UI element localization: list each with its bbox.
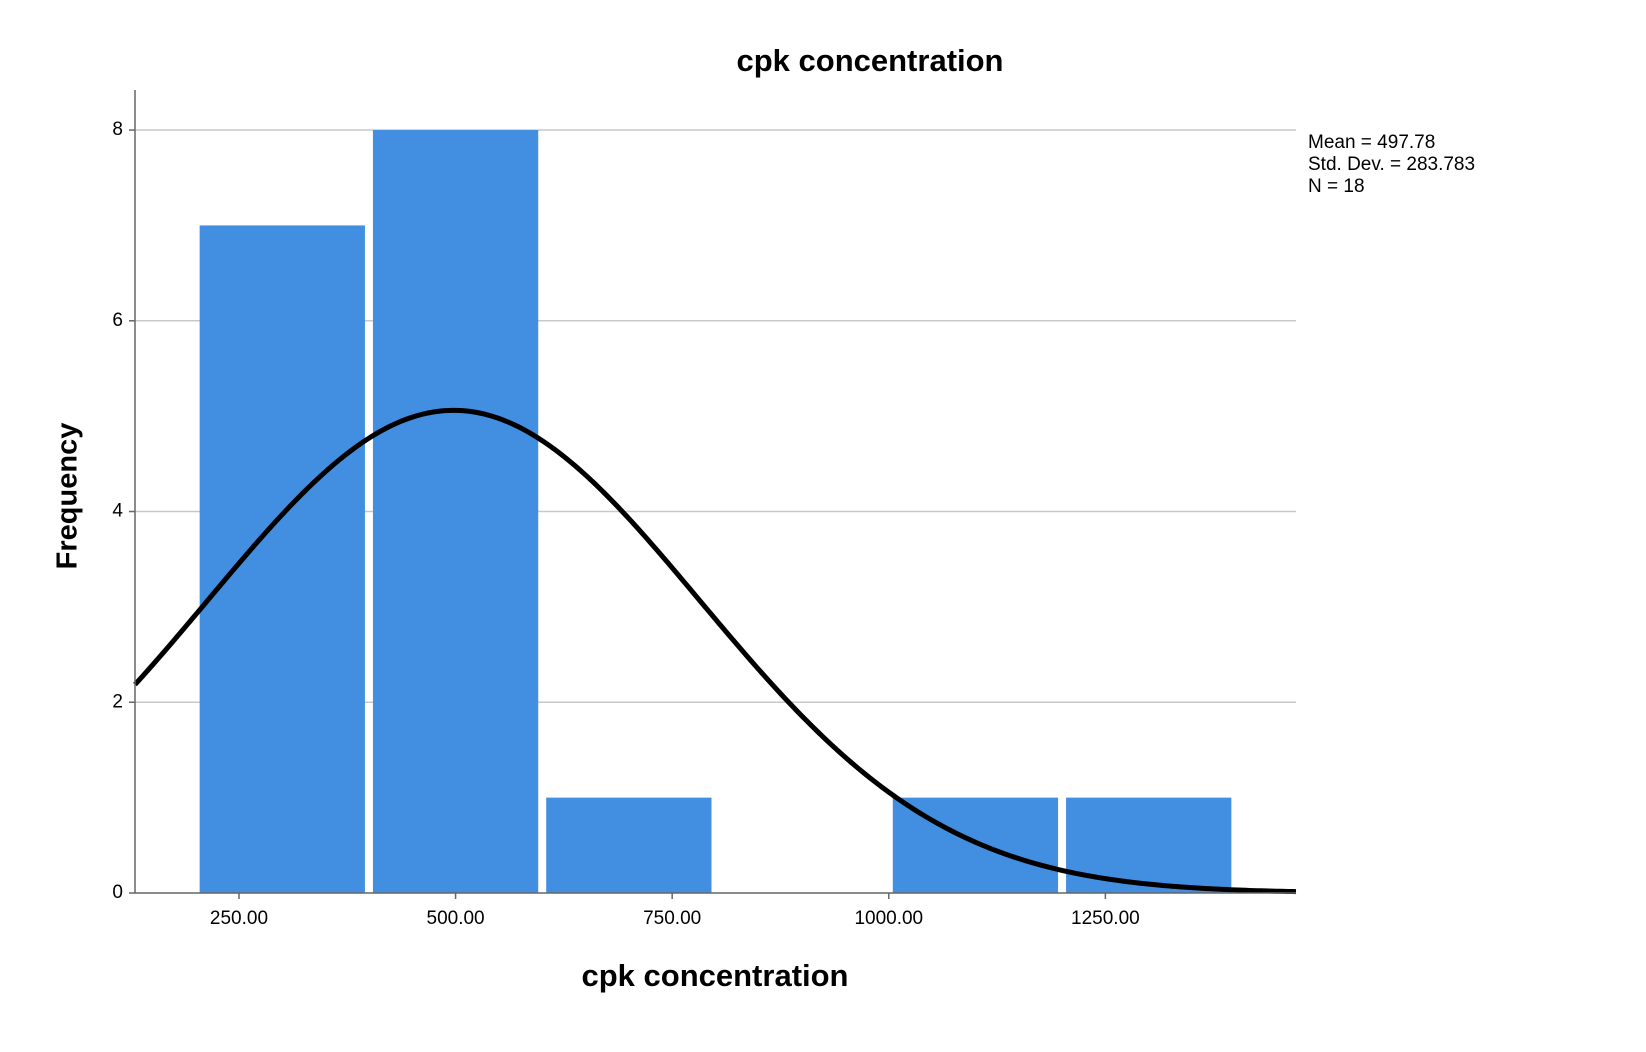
x-tick-label: 500.00 xyxy=(427,908,485,929)
y-axis-label: Frequency xyxy=(52,423,84,570)
chart-title: cpk concentration xyxy=(737,43,1004,78)
stat-annotation: N = 18 xyxy=(1308,176,1365,197)
stat-annotation: Mean = 497.78 xyxy=(1308,132,1435,153)
x-tick-label: 750.00 xyxy=(643,908,701,929)
bar xyxy=(199,225,365,894)
bar xyxy=(372,130,539,893)
stat-annotation: Std. Dev. = 283.783 xyxy=(1308,154,1475,175)
x-tick-label: 250.00 xyxy=(210,908,268,929)
x-tick-label: 1000.00 xyxy=(854,908,923,929)
y-tick-label: 2 xyxy=(112,691,123,712)
y-tick-label: 0 xyxy=(112,882,123,903)
x-axis-label: cpk concentration xyxy=(582,958,849,993)
bar xyxy=(546,797,712,893)
x-tick-label: 1250.00 xyxy=(1071,908,1140,929)
y-tick-label: 6 xyxy=(112,310,123,331)
y-tick-label: 4 xyxy=(112,501,123,522)
normal-curve xyxy=(133,407,1297,895)
y-tick-label: 8 xyxy=(112,119,123,140)
